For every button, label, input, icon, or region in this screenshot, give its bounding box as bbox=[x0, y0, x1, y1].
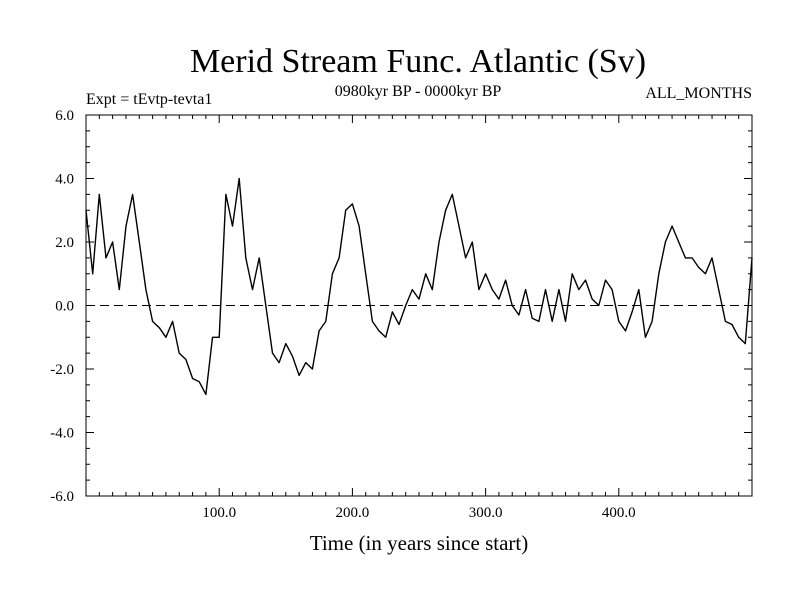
y-tick-label: 4.0 bbox=[55, 172, 74, 188]
y-tick-label: -6.0 bbox=[50, 489, 74, 505]
x-axis-label: Time (in years since start) bbox=[310, 531, 529, 555]
y-tick-label: 6.0 bbox=[55, 108, 74, 124]
time-range-label: 0980kyr BP - 0000kyr BP bbox=[335, 83, 502, 100]
y-tick-label: -4.0 bbox=[50, 426, 74, 442]
chart-title: Merid Stream Func. Atlantic (Sv) bbox=[190, 43, 646, 80]
months-label: ALL_MONTHS bbox=[645, 85, 752, 102]
x-tick-label: 100.0 bbox=[202, 505, 236, 521]
y-tick-label: -2.0 bbox=[50, 362, 74, 378]
y-tick-label: 0.0 bbox=[55, 299, 74, 315]
series-line bbox=[85, 177, 753, 396]
y-tick-label: 2.0 bbox=[55, 235, 74, 251]
x-tick-label: 400.0 bbox=[602, 505, 636, 521]
x-tick-label: 200.0 bbox=[336, 505, 370, 521]
experiment-label: Expt = tEvtp-tevta1 bbox=[86, 91, 212, 108]
x-tick-label: 300.0 bbox=[469, 505, 503, 521]
